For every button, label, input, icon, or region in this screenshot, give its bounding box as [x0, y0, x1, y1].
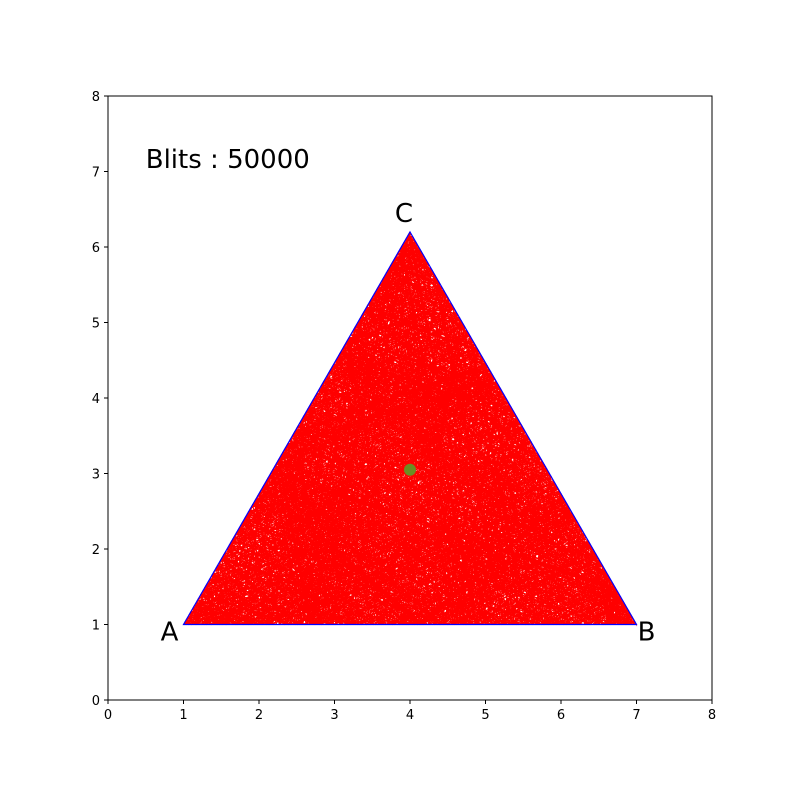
- y-tick-label: 4: [92, 392, 100, 407]
- x-tick-label: 3: [330, 708, 338, 723]
- y-tick-label: 7: [92, 166, 100, 181]
- vertex-label-b: B: [638, 618, 656, 648]
- x-tick-label: 2: [255, 708, 263, 723]
- x-tick-label: 6: [557, 708, 565, 723]
- x-tick-label: 8: [708, 708, 716, 723]
- vertex-label-a: A: [161, 618, 179, 648]
- triangle-boundary: [182, 230, 638, 626]
- axis-ticks: 0 1 2 3 4 5 6 7 8 0 1 2 3 4 5 6 7 8: [92, 90, 716, 723]
- x-tick-label: 1: [179, 708, 187, 723]
- blits-counter: Blits : 50000: [146, 145, 310, 175]
- x-tick-label: 4: [406, 708, 414, 723]
- triangle-outline: [182, 230, 638, 626]
- y-tick-label: 2: [92, 543, 100, 558]
- x-tick-label: 5: [481, 708, 489, 723]
- vertex-labels: A B C: [161, 199, 656, 648]
- y-tick-label: 6: [92, 241, 100, 256]
- start-marker-layer: [404, 463, 416, 476]
- y-tick-label: 1: [92, 619, 100, 634]
- vertex-label-c: C: [395, 199, 413, 229]
- y-tick-label: 3: [92, 468, 100, 483]
- y-tick-label: 0: [92, 694, 100, 709]
- start-point: [404, 463, 416, 476]
- x-tick-label: 7: [632, 708, 640, 723]
- x-tick-label: 0: [104, 708, 112, 723]
- y-tick-label: 8: [92, 90, 100, 105]
- y-tick-label: 5: [92, 317, 100, 332]
